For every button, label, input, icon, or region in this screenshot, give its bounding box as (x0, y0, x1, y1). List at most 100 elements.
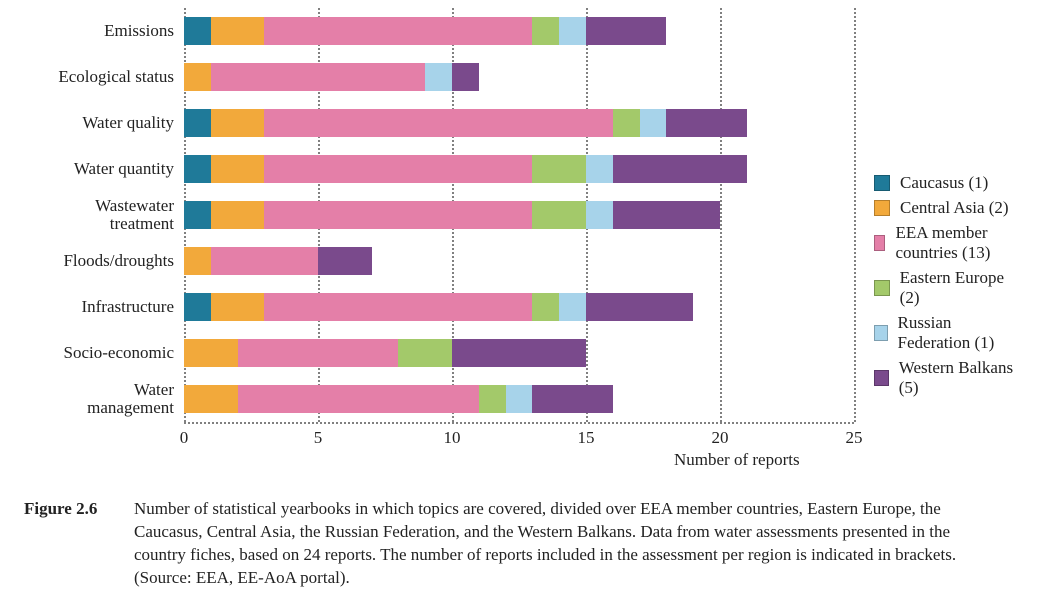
chart-legend-swatch (874, 235, 885, 251)
chart-bar-segment (318, 247, 372, 275)
chart-bar-segment (184, 17, 211, 45)
chart-xtick-label: 25 (846, 422, 863, 448)
chart-legend: Caucasus (1) Central Asia (2) EEA member c… (874, 168, 1025, 403)
chart-xtick-label: 10 (444, 422, 461, 448)
chart-bar-segment (184, 109, 211, 137)
chart-x-axis-title: Number of reports (674, 422, 800, 470)
chart-bar-segment (479, 385, 506, 413)
chart-bar-segment (211, 109, 265, 137)
chart-bar-segment (264, 293, 532, 321)
chart-bar-segment (211, 17, 265, 45)
chart-legend-swatch (874, 325, 888, 341)
page: 0510152025Number of reportsEmissionsEcol… (0, 0, 1049, 609)
chart-legend-item: Caucasus (1) (874, 173, 1025, 193)
chart-legend-swatch (874, 175, 890, 191)
chart-bar-segment (211, 201, 265, 229)
chart-bar-segment (532, 201, 586, 229)
chart-bar (184, 339, 586, 367)
chart-xtick-label: 0 (180, 422, 189, 448)
chart-legend-label: Central Asia (2) (900, 198, 1009, 218)
chart-row: Water quality (184, 109, 854, 137)
chart-bar-segment (452, 63, 479, 91)
chart-bar-segment (211, 293, 265, 321)
chart-row: Infrastructure (184, 293, 854, 321)
chart-bar (184, 201, 720, 229)
chart-bar-segment (264, 155, 532, 183)
chart-legend-item: EEA member countries (13) (874, 223, 1025, 263)
chart-legend-swatch (874, 280, 890, 296)
chart-bar-segment (211, 155, 265, 183)
chart-plot: 0510152025Number of reportsEmissionsEcol… (184, 8, 854, 428)
chart-category-label: Watermanagement (24, 381, 184, 417)
chart-category-label: Socio-economic (24, 344, 184, 362)
chart-bar-segment (640, 109, 667, 137)
chart-legend-item: Western Balkans (5) (874, 358, 1025, 398)
chart-bar-segment (506, 385, 533, 413)
chart-bar-segment (398, 339, 452, 367)
chart-bar-segment (559, 293, 586, 321)
chart-bar-segment (532, 17, 559, 45)
chart-bar-segment (532, 293, 559, 321)
chart-legend-swatch (874, 370, 889, 386)
chart-category-label: Emissions (24, 22, 184, 40)
chart-legend-swatch (874, 200, 890, 216)
chart-bar-segment (238, 339, 399, 367)
chart-legend-item: Eastern Europe (2) (874, 268, 1025, 308)
chart-bar-segment (425, 63, 452, 91)
chart-bar-segment (586, 293, 693, 321)
chart-bar-segment (264, 109, 612, 137)
figure-caption: Figure 2.6 Number of statistical yearboo… (24, 498, 1025, 590)
chart-category-label: Floods/droughts (24, 252, 184, 270)
chart-row: Floods/droughts (184, 247, 854, 275)
chart-row: Wastewatertreatment (184, 201, 854, 229)
chart-bar-segment (264, 201, 532, 229)
chart-bar-segment (238, 385, 479, 413)
chart-row: Water quantity (184, 155, 854, 183)
chart-category-label: Water quantity (24, 160, 184, 178)
chart-xtick-label: 5 (314, 422, 323, 448)
chart-legend-label: Caucasus (1) (900, 173, 988, 193)
chart-area: 0510152025Number of reportsEmissionsEcol… (24, 8, 1025, 478)
chart-bar-segment (586, 201, 613, 229)
chart-category-label: Water quality (24, 114, 184, 132)
chart-bar (184, 155, 747, 183)
chart-row: Socio-economic (184, 339, 854, 367)
chart-legend-label: Eastern Europe (2) (900, 268, 1025, 308)
chart-gridline (854, 8, 856, 422)
chart-bar (184, 385, 613, 413)
figure-caption-label: Figure 2.6 (24, 498, 134, 590)
chart-bar-segment (184, 155, 211, 183)
chart-legend-label: Western Balkans (5) (899, 358, 1025, 398)
chart-bar-segment (666, 109, 746, 137)
chart-bar (184, 17, 666, 45)
chart-bar-segment (532, 155, 586, 183)
chart-bar-segment (184, 247, 211, 275)
chart-bar-segment (211, 63, 425, 91)
chart-legend-item: Central Asia (2) (874, 198, 1025, 218)
figure-caption-text: Number of statistical yearbooks in which… (134, 498, 994, 590)
chart-category-label: Wastewatertreatment (24, 197, 184, 233)
chart-legend-label: EEA member countries (13) (895, 223, 1025, 263)
chart-category-label: Infrastructure (24, 298, 184, 316)
chart-category-label: Ecological status (24, 68, 184, 86)
chart-xtick-label: 15 (578, 422, 595, 448)
chart-bar-segment (184, 293, 211, 321)
chart-bar-segment (613, 155, 747, 183)
chart-legend-label: Russian Federation (1) (898, 313, 1025, 353)
chart-bar-segment (184, 339, 238, 367)
chart-bar-segment (184, 63, 211, 91)
chart-row: Watermanagement (184, 385, 854, 413)
chart-bar-segment (559, 17, 586, 45)
chart-bar-segment (184, 385, 238, 413)
chart-bar-segment (532, 385, 612, 413)
chart-bar-segment (184, 201, 211, 229)
chart-bar-segment (586, 155, 613, 183)
chart-bar (184, 63, 479, 91)
chart-row: Ecological status (184, 63, 854, 91)
chart-bar-segment (452, 339, 586, 367)
chart-bar (184, 293, 693, 321)
chart-legend-item: Russian Federation (1) (874, 313, 1025, 353)
chart-bar-segment (211, 247, 318, 275)
chart-bar-segment (586, 17, 666, 45)
chart-bar-segment (264, 17, 532, 45)
